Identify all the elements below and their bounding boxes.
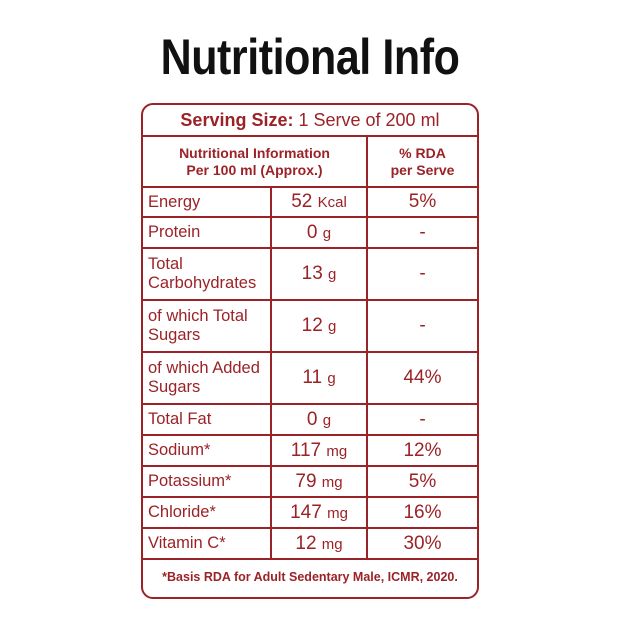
nutrient-value: 0 (306, 221, 318, 243)
header-rda: % RDA per Serve (366, 137, 477, 188)
nutrient-amount: 12 g (269, 299, 369, 353)
nutrient-value: 117 (290, 439, 322, 461)
nutrient-name: Total Fat (143, 403, 272, 436)
nutrient-name: of which Total Sugars (143, 299, 272, 353)
serving-size-label: Serving Size: (180, 110, 294, 130)
nutrient-unit: g (328, 266, 337, 283)
nutrient-value: 52 (291, 191, 313, 212)
nutrient-unit: g (328, 318, 337, 335)
nutrient-unit: mg (321, 473, 343, 491)
nutrient-name: of which Added Sugars (143, 351, 272, 405)
nutrient-amount: 117 mg (269, 434, 369, 467)
table-row: Vitamin C* 12 mg 30% (143, 527, 477, 560)
nutrient-rda: 5% (366, 186, 477, 218)
header-nutritional-information: Nutritional Information Per 100 ml (Appr… (143, 137, 369, 188)
serving-size-value: 1 Serve of 200 ml (298, 110, 440, 130)
nutrient-rda: - (366, 403, 477, 436)
nutrient-unit: mg (321, 535, 343, 553)
nutrient-amount: 0 g (269, 403, 369, 436)
table-row: Chloride* 147 mg 16% (143, 496, 477, 529)
header-col2-line2: per Serve (390, 161, 455, 178)
header-col1-line1: Nutritional Information (179, 144, 330, 161)
nutrient-amount: 79 mg (269, 465, 369, 498)
nutrient-rda: - (366, 216, 477, 249)
table-row: Potassium* 79 mg 5% (143, 465, 477, 498)
nutrient-unit: mg (327, 504, 348, 522)
nutrient-rda: 30% (366, 527, 477, 560)
nutrient-rda: 5% (366, 465, 477, 498)
serving-size: Serving Size: 1 Serve of 200 ml (143, 105, 477, 137)
nutrient-value: 12 (301, 315, 323, 336)
nutrient-unit: mg (326, 442, 348, 460)
nutrient-value: 0 (306, 408, 318, 430)
nutrient-name: Total Carbohydrates (143, 247, 272, 301)
table-row: Total Carbohydrates 13 g- (143, 247, 477, 301)
nutrient-name: Energy (143, 186, 272, 218)
nutrient-value: 79 (295, 470, 317, 492)
nutrient-amount: 0 g (269, 216, 369, 249)
nutrient-name: Chloride* (143, 496, 272, 529)
header-col1-line2: Per 100 ml (Approx.) (186, 161, 323, 178)
nutrient-name: Sodium* (143, 434, 272, 467)
nutrient-rda: 12% (366, 434, 477, 467)
nutrient-name: Potassium* (143, 465, 272, 498)
nutrient-unit: Kcal (317, 194, 347, 211)
nutrient-unit: g (322, 411, 332, 429)
table-row: Protein 0 g- (143, 216, 477, 249)
table-row: Total Fat 0 g- (143, 403, 477, 436)
nutrient-value: 147 (290, 501, 322, 523)
header-col2-line1: % RDA (399, 144, 446, 161)
page-title: Nutritional Info (160, 29, 460, 85)
nutrient-rda: 16% (366, 496, 477, 529)
table-row: of which Total Sugars 12 g- (143, 299, 477, 353)
table-row: of which Added Sugars 11 g 44% (143, 351, 477, 405)
nutrient-amount: 13 g (269, 247, 369, 301)
table-header-row: Nutritional Information Per 100 ml (Appr… (143, 137, 477, 188)
nutrient-unit: g (327, 370, 336, 387)
nutrient-value: 13 (301, 263, 323, 284)
nutrition-table-panel: Serving Size: 1 Serve of 200 ml Nutritio… (141, 103, 479, 599)
nutrition-table: Nutritional Information Per 100 ml (Appr… (143, 137, 477, 560)
nutrient-amount: 147 mg (269, 496, 369, 529)
nutrient-rda: 44% (366, 351, 477, 405)
nutrient-amount: 12 mg (269, 527, 369, 560)
nutrient-rda: - (366, 247, 477, 301)
nutrient-value: 11 (302, 367, 323, 388)
nutrient-value: 12 (295, 532, 317, 554)
nutrient-amount: 11 g (269, 351, 369, 405)
nutrient-unit: g (322, 224, 332, 242)
nutrient-name: Vitamin C* (143, 527, 272, 560)
table-row: Sodium* 117 mg 12% (143, 434, 477, 467)
table-row: Energy 52 Kcal 5% (143, 186, 477, 218)
nutrient-rda: - (366, 299, 477, 353)
nutrient-amount: 52 Kcal (269, 186, 369, 218)
nutrient-name: Protein (143, 216, 272, 249)
footnote: *Basis RDA for Adult Sedentary Male, ICM… (143, 558, 477, 594)
